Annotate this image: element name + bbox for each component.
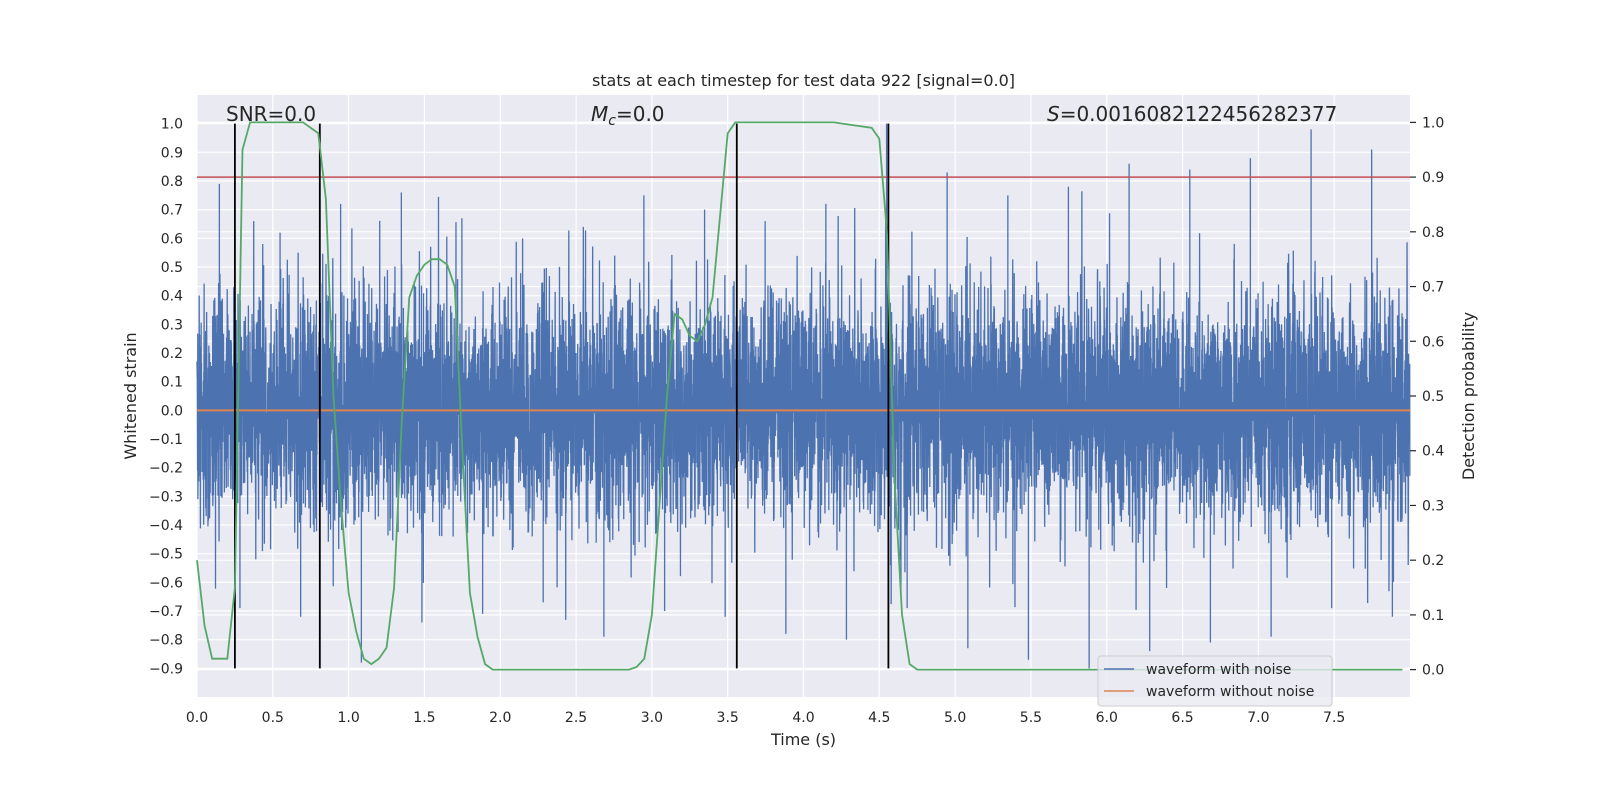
y-tick-label: −0.9 bbox=[149, 661, 183, 677]
y2-tick-label: 0.1 bbox=[1422, 608, 1444, 624]
x-tick-label: 7.0 bbox=[1247, 710, 1269, 726]
annotation-s-symbol: S bbox=[1047, 102, 1060, 126]
y2-tick-label: 0.9 bbox=[1422, 170, 1444, 186]
y-tick-label: 0.1 bbox=[161, 375, 183, 391]
y2-tick-label: 0.8 bbox=[1422, 225, 1444, 241]
x-tick-label: 0.5 bbox=[262, 710, 284, 726]
y-tick-label: −0.6 bbox=[149, 575, 183, 591]
y-tick-label: −0.2 bbox=[149, 461, 183, 477]
x-tick-label: 5.0 bbox=[944, 710, 966, 726]
y-tick-label: −0.4 bbox=[149, 518, 183, 534]
y2-tick-label: 0.4 bbox=[1422, 444, 1444, 460]
legend: waveform with noise waveform without noi… bbox=[1097, 655, 1333, 707]
plot-content bbox=[196, 121, 1411, 671]
x-tick-label: 3.5 bbox=[717, 710, 739, 726]
x-tick-label: 1.5 bbox=[413, 710, 435, 726]
y2-tick-label: 0.7 bbox=[1422, 280, 1444, 296]
x-tick-label: 6.5 bbox=[1171, 710, 1193, 726]
annotation-mc-value: =0.0 bbox=[616, 102, 665, 126]
y2-tick-label: 0.2 bbox=[1422, 553, 1444, 569]
annotation-s-value: =0.0016082122456282377 bbox=[1060, 102, 1338, 126]
legend-label-waveform-with-noise: waveform with noise bbox=[1146, 662, 1291, 678]
y-tick-label: 0.6 bbox=[161, 231, 183, 247]
series-detection-probability bbox=[196, 121, 1403, 671]
y-tick-label: 0.3 bbox=[161, 317, 183, 333]
y-tick-label: 0.8 bbox=[161, 174, 183, 190]
y2-tick-label: 0.6 bbox=[1422, 334, 1444, 350]
y-tick-label: −0.7 bbox=[149, 604, 183, 620]
y2-tick-label: 0.0 bbox=[1422, 663, 1444, 679]
y-tick-label: 0.7 bbox=[161, 203, 183, 219]
y-tick-label: 0.5 bbox=[161, 260, 183, 276]
axes: 0.0 0.5 1.0 1.5 2.0 2.5 3.0 3.5 4.0 4.5 5.0 5.5 6.0 6… bbox=[149, 115, 1444, 726]
annotation-snr: SNR=0.0 bbox=[226, 102, 316, 126]
y-tick-label: 0.2 bbox=[161, 346, 183, 362]
y-axis-label: Whitened strain bbox=[121, 332, 140, 459]
y-tick-label: −0.3 bbox=[149, 489, 183, 505]
x-tick-label: 4.0 bbox=[792, 710, 814, 726]
x-tick-label: 2.5 bbox=[565, 710, 587, 726]
x-tick-label: 5.5 bbox=[1020, 710, 1042, 726]
x-tick-label: 4.5 bbox=[868, 710, 890, 726]
y2-tick-label: 1.0 bbox=[1422, 115, 1444, 131]
x-tick-label: 1.0 bbox=[337, 710, 359, 726]
y2-tick-label: 0.3 bbox=[1422, 498, 1444, 514]
x-tick-label: 0.0 bbox=[186, 710, 208, 726]
y2-axis-label: Detection probability bbox=[1459, 312, 1478, 480]
annotations: SNR=0.0 Mc=0.0 S=0.0016082122456282377 bbox=[226, 102, 1337, 129]
x-tick-label: 2.0 bbox=[489, 710, 511, 726]
y-tick-label: −0.5 bbox=[149, 547, 183, 563]
y-tick-label: −0.1 bbox=[149, 432, 183, 448]
legend-box bbox=[1097, 655, 1333, 707]
y2-tick-label: 0.5 bbox=[1422, 389, 1444, 405]
x-tick-label: 3.0 bbox=[641, 710, 663, 726]
annotation-mc-subscript: c bbox=[608, 113, 616, 129]
x-tick-label: 7.5 bbox=[1323, 710, 1345, 726]
y-tick-label: 0.0 bbox=[161, 403, 183, 419]
series-waveform-with-noise bbox=[196, 123, 1411, 669]
legend-label-waveform-without-noise: waveform without noise bbox=[1146, 684, 1314, 700]
x-tick-label: 6.0 bbox=[1096, 710, 1118, 726]
y-tick-label: −0.8 bbox=[149, 633, 183, 649]
annotation-mc: Mc=0.0 bbox=[591, 102, 665, 129]
annotation-mc-symbol: M bbox=[591, 102, 608, 126]
y-tick-label: 1.0 bbox=[161, 117, 183, 133]
chart-title: stats at each timestep for test data 922… bbox=[592, 71, 1015, 90]
x-axis-label: Time (s) bbox=[770, 730, 836, 749]
y-tick-label: 0.4 bbox=[161, 289, 183, 305]
y-tick-label: 0.9 bbox=[161, 145, 183, 161]
annotation-s: S=0.0016082122456282377 bbox=[1047, 102, 1337, 126]
